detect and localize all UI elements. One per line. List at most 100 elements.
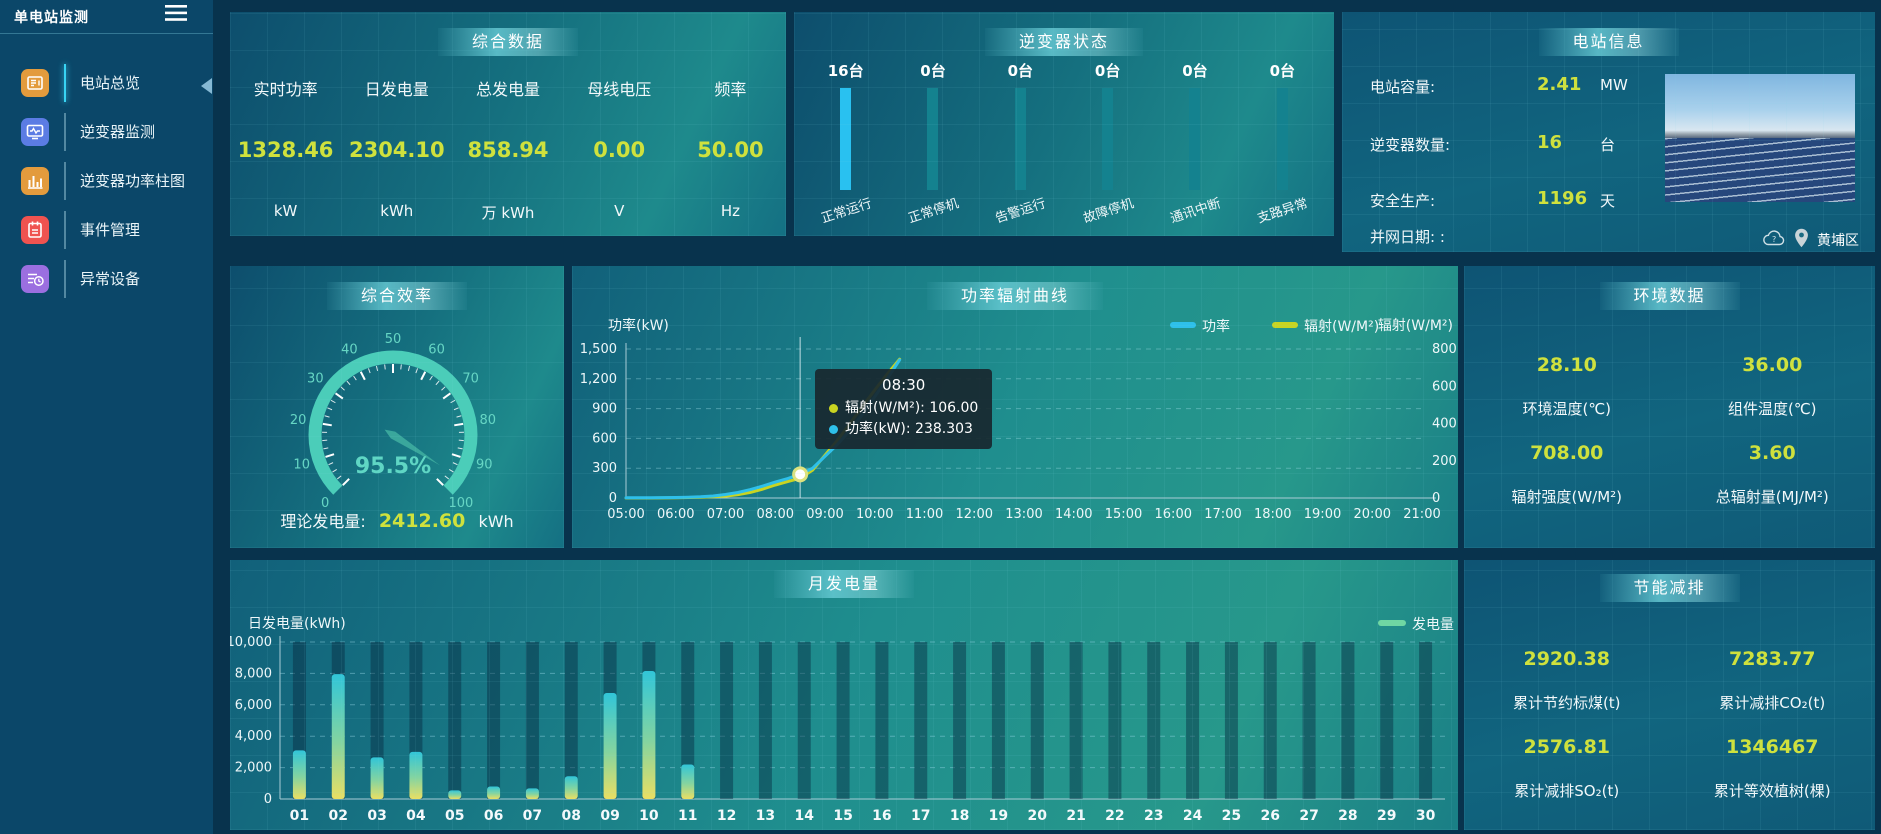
gauge-tick — [407, 365, 411, 371]
inverter-status-chart[interactable]: 16台 正常运行 0台 正常停机 0台 — [802, 60, 1326, 236]
panel-efficiency-title: 综合效率 — [326, 282, 468, 310]
x-tick-label: 02 — [329, 808, 348, 824]
metric-label: 母线电压 — [587, 80, 652, 99]
sidebar-item-3[interactable]: 事件管理 — [0, 205, 213, 254]
panel-savings-title: 节能减排 — [1599, 574, 1740, 602]
sidebar-item-indicator — [64, 259, 66, 298]
inverter-count: 0台 — [1007, 62, 1034, 80]
sidebar-item-label: 事件管理 — [80, 221, 141, 239]
inverter-bar-track — [1189, 88, 1201, 190]
metric-cell: 708.00 辐射强度(W/M²) — [1464, 442, 1670, 507]
sidebar: 单电站监测 电站总览 逆变器监测 逆变器功率柱图 事件管理 异常设备 — [0, 0, 213, 834]
panel-monthly-generation: 月发电量 0 2,000 4,000 6,000 8,000 10,000 01 02 03 04… — [230, 560, 1458, 830]
bar-background-band — [1263, 642, 1277, 799]
panel-environment-title: 环境数据 — [1599, 282, 1740, 310]
bar-background-band — [836, 642, 850, 799]
x-tick-label: 17 — [911, 808, 930, 824]
metric-label: 累计减排CO₂(t) — [1719, 694, 1826, 712]
x-tick-label: 05 — [445, 808, 464, 824]
station-info-label: 安全生产: — [1370, 192, 1436, 210]
gauge-tick — [328, 462, 334, 466]
metric-label: 实时功率 — [253, 80, 318, 99]
sidebar-item-2[interactable]: 逆变器功率柱图 — [0, 156, 213, 205]
gauge-tick — [346, 380, 351, 386]
metric-value: 50.00 — [697, 138, 764, 162]
sidebar-item-1[interactable]: 逆变器监测 — [0, 107, 213, 156]
summary-metric: 总发电量 858.94 万 kWh — [452, 64, 563, 236]
sidebar-item-0[interactable]: 电站总览 — [0, 58, 213, 107]
gauge-tick — [450, 399, 456, 404]
x-tick-label: 13 — [756, 808, 775, 824]
station-info-value: 16 — [1537, 132, 1563, 153]
bar-background-band — [1341, 642, 1355, 799]
x-tick-label: 04 — [406, 808, 426, 824]
metric-cell: 2920.38 累计节约标煤(t) — [1464, 648, 1670, 713]
y-tick-label: 10,000 — [230, 635, 272, 650]
bar-background-band — [525, 642, 539, 799]
station-info-value: 2.41 — [1537, 74, 1582, 95]
left-axis-title: 功率(kW) — [608, 317, 669, 334]
gauge-tick-label: 30 — [307, 372, 324, 387]
abnormal-devices-icon — [21, 264, 49, 293]
inverter-count: 16台 — [827, 62, 864, 80]
bar-background-band — [797, 642, 811, 799]
theory-generation-row: 理论发电量: 2412.60 kWh — [230, 508, 564, 532]
x-tick-label: 30 — [1416, 808, 1436, 824]
y-tick-label: 300 — [592, 461, 617, 476]
efficiency-gauge-chart[interactable]: 0 10 20 30 40 50 60 70 80 90 100 95.5% — [230, 296, 564, 536]
x-tick-label: 11:00 — [906, 507, 943, 522]
station-info-label: 并网日期: : — [1370, 228, 1445, 246]
y-tick-label: 1,500 — [580, 342, 617, 357]
tooltip-series-text: 辐射(W/M²): 106.00 — [845, 400, 979, 416]
gauge-tick — [442, 392, 452, 400]
gauge-tick — [444, 475, 450, 480]
gauge-tick-label: 90 — [476, 458, 493, 473]
sidebar-item-label: 异常设备 — [80, 270, 141, 288]
hamburger-menu-icon[interactable] — [165, 4, 187, 22]
tooltip-time: 08:30 — [882, 376, 926, 394]
sidebar-collapse-arrow[interactable] — [201, 78, 212, 94]
inverter-monitor-icon — [21, 117, 49, 146]
sidebar-item-4[interactable]: 异常设备 — [0, 254, 213, 303]
legend-label: 功率 — [1202, 318, 1230, 335]
gauge-tick — [334, 392, 344, 400]
gauge-tick — [456, 415, 462, 418]
inverter-status-bar: 0台 支路异常 — [1239, 60, 1326, 236]
metric-label: 组件温度(℃) — [1727, 400, 1817, 418]
station-info-value: 1196 — [1537, 188, 1588, 209]
inverter-state-label: 正常运行 — [819, 196, 874, 227]
x-tick-label: 08:00 — [757, 507, 794, 522]
x-tick-label: 28 — [1338, 808, 1357, 824]
panel-power-radiation-title: 功率辐射曲线 — [926, 282, 1104, 310]
y-tick-label: 6,000 — [235, 698, 272, 713]
x-tick-label: 20 — [1028, 808, 1048, 824]
x-tick-label: 18 — [950, 808, 969, 824]
metric-cell: 2576.81 累计减排SO₂(t) — [1464, 736, 1670, 801]
bar-background-band — [681, 642, 695, 799]
power-radiation-chart[interactable]: 0 300 600 900 1,200 1,500 0 200 400 600 800 05:00 06… — [572, 266, 1458, 548]
monthly-generation-chart[interactable]: 0 2,000 4,000 6,000 8,000 10,000 01 02 03 04 05 06 0… — [230, 560, 1458, 830]
gauge-tick — [332, 469, 337, 473]
sidebar-item-label: 逆变器监测 — [80, 123, 156, 141]
legend-label: 辐射(W/M²) — [1304, 319, 1379, 335]
panel-monthly-generation-title: 月发电量 — [773, 570, 915, 598]
inverter-bar-track — [1276, 88, 1288, 190]
metric-label: 日发电量 — [364, 80, 429, 99]
x-tick-label: 03 — [367, 808, 386, 824]
x-tick-label: 23 — [1144, 808, 1163, 824]
metric-cell: 1346467 累计等效植树(棵) — [1670, 736, 1876, 801]
station-photo — [1665, 74, 1855, 202]
panel-efficiency: 综合效率 0 10 20 30 40 50 60 70 80 90 100 95.5% 理论发电量: … — [230, 266, 564, 548]
x-tick-label: 25 — [1222, 808, 1241, 824]
metric-value: 2304.10 — [348, 138, 445, 162]
x-tick-label: 17:00 — [1204, 507, 1241, 522]
svg-text:?: ? — [1772, 235, 1776, 244]
metric-value: 858.94 — [467, 138, 549, 162]
metric-label: 频率 — [714, 80, 747, 99]
gauge-tick-label: 60 — [428, 342, 445, 357]
x-tick-label: 16 — [872, 808, 891, 824]
y-tick-label: 4,000 — [235, 729, 272, 744]
inverter-status-bar: 0台 通讯中断 — [1151, 60, 1238, 236]
x-tick-label: 14 — [795, 808, 815, 824]
overview-icon — [21, 68, 49, 97]
